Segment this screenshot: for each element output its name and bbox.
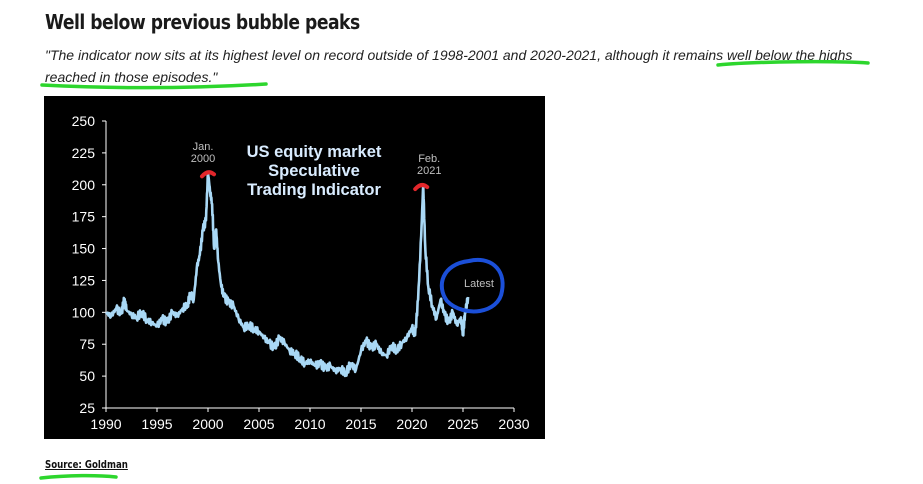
x-tick-label: 2015 (345, 416, 376, 432)
y-tick-label: 175 (72, 209, 96, 225)
series-line (104, 170, 470, 378)
x-tick-label: 2025 (447, 416, 478, 432)
y-tick-label: 150 (72, 241, 96, 257)
annotation-label: 2000 (191, 153, 215, 165)
y-tick-label: 125 (72, 272, 96, 288)
peak-marker-2000 (200, 170, 216, 179)
y-tick-label: 250 (72, 113, 96, 129)
source-underline (39, 473, 118, 480)
latest-circle (439, 257, 505, 314)
annotation-label: 2021 (417, 165, 441, 177)
chart-title-line: Trading Indicator (247, 181, 381, 199)
y-tick-label: 75 (79, 336, 95, 352)
y-tick-label: 225 (72, 145, 96, 161)
x-tick-label: 2000 (192, 416, 223, 432)
x-tick-label: 2005 (243, 416, 274, 432)
quote-text: "The indicator now sits at its highest l… (45, 47, 853, 85)
y-tick-label: 100 (72, 304, 96, 320)
series-group (104, 170, 470, 378)
speculative-trading-indicator-chart: 25 50 75 100 125 150 175 200 225 250 1990 1995 2000… (44, 96, 545, 439)
x-tick-label: 1995 (141, 416, 172, 432)
peak-marker-2021 (413, 182, 430, 192)
chart-panel: 25 50 75 100 125 150 175 200 225 250 1990 1995 2000… (44, 96, 545, 439)
chart-title-line: Speculative (268, 162, 360, 180)
annotation-label: Jan. (193, 141, 214, 153)
source-label: Source: Goldman (45, 459, 128, 471)
chart-background (44, 96, 545, 439)
x-tick-label: 2020 (396, 416, 427, 432)
chart-title-line: US equity market (247, 143, 382, 161)
annotation-group: Jan.2000 Feb.2021 Latest (191, 141, 505, 314)
annotation-label: Latest (464, 278, 494, 290)
annotation-label: Feb. (418, 153, 440, 165)
y-tick-label: 200 (72, 177, 96, 193)
y-axis: 25 50 75 100 125 150 175 200 225 250 (72, 113, 106, 416)
page-title: Well below previous bubble peaks (45, 10, 360, 34)
x-axis: 1990 1995 2000 2005 2010 2015 2020 2025 2030 (90, 408, 530, 432)
x-tick-label: 2030 (498, 416, 529, 432)
y-tick-label: 50 (79, 368, 95, 384)
x-tick-label: 1990 (90, 416, 121, 432)
x-tick-label: 2010 (294, 416, 325, 432)
y-tick-label: 25 (79, 400, 95, 416)
